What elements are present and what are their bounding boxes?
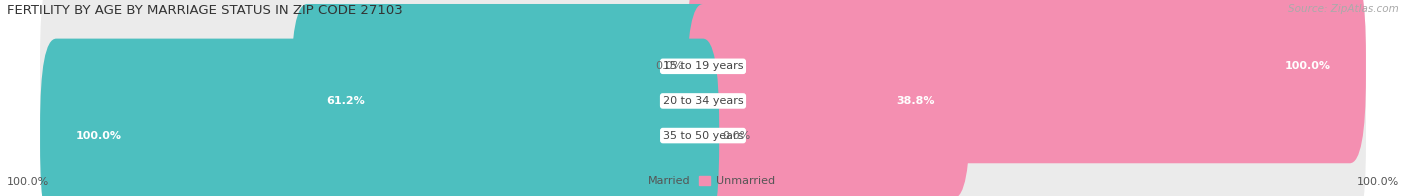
Text: 15 to 19 years: 15 to 19 years <box>662 61 744 71</box>
Text: 38.8%: 38.8% <box>896 96 935 106</box>
Text: 61.2%: 61.2% <box>326 96 366 106</box>
FancyBboxPatch shape <box>39 39 720 196</box>
FancyBboxPatch shape <box>39 0 1367 163</box>
Text: 100.0%: 100.0% <box>76 131 122 141</box>
Text: 100.0%: 100.0% <box>1284 61 1330 71</box>
FancyBboxPatch shape <box>39 4 1367 196</box>
Text: Source: ZipAtlas.com: Source: ZipAtlas.com <box>1288 4 1399 14</box>
Text: 0.0%: 0.0% <box>655 61 683 71</box>
FancyBboxPatch shape <box>291 4 720 196</box>
Text: 100.0%: 100.0% <box>1357 177 1399 187</box>
Text: 35 to 50 years: 35 to 50 years <box>662 131 744 141</box>
Text: 0.0%: 0.0% <box>723 131 751 141</box>
Text: FERTILITY BY AGE BY MARRIAGE STATUS IN ZIP CODE 27103: FERTILITY BY AGE BY MARRIAGE STATUS IN Z… <box>7 4 402 17</box>
Text: 20 to 34 years: 20 to 34 years <box>662 96 744 106</box>
Text: 100.0%: 100.0% <box>7 177 49 187</box>
FancyBboxPatch shape <box>688 4 970 196</box>
FancyBboxPatch shape <box>39 39 1367 196</box>
FancyBboxPatch shape <box>688 0 1367 163</box>
Legend: Married, Unmarried: Married, Unmarried <box>627 171 779 191</box>
